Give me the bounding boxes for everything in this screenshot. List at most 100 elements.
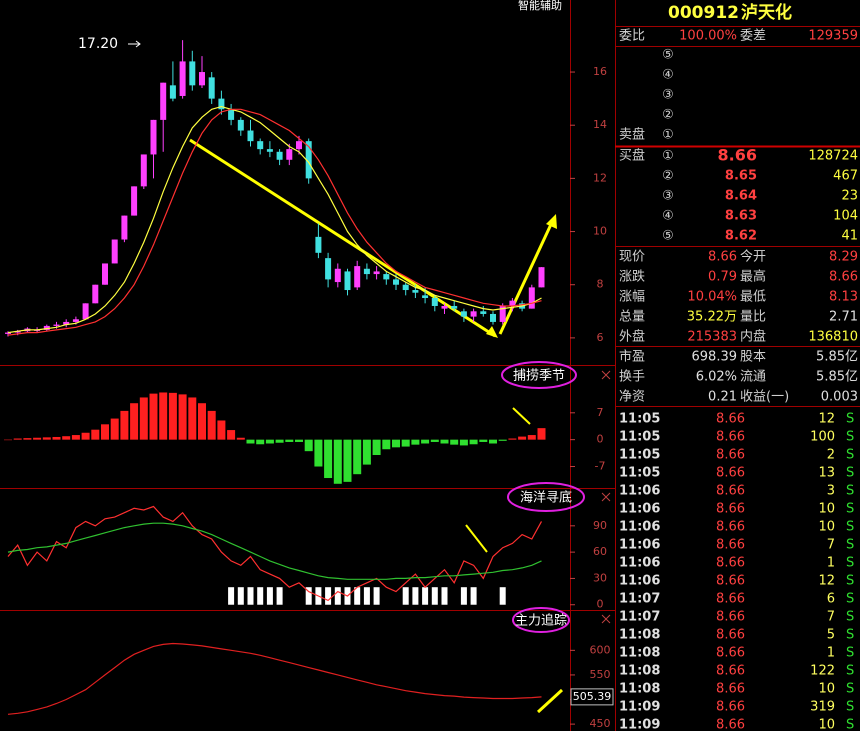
- histogram-bar: [4, 439, 12, 441]
- histogram-bar: [295, 439, 303, 442]
- series-line: [7, 105, 542, 334]
- trade-time: 11:06: [619, 574, 660, 589]
- candle-body: [451, 305, 458, 309]
- trade-side: S: [846, 430, 854, 445]
- trade-side: S: [846, 538, 854, 553]
- candle-body: [334, 268, 341, 283]
- buy-price: 8.64: [725, 189, 757, 204]
- buy-level: ②: [662, 169, 674, 184]
- stat-label: 流通: [740, 370, 766, 385]
- signal-bar: [305, 587, 312, 605]
- y-tick-label: 16: [593, 65, 607, 78]
- panel-label: 主力追踪: [515, 613, 567, 629]
- trade-side: S: [846, 610, 854, 625]
- signal-bar: [402, 587, 409, 605]
- trade-price: 8.66: [716, 682, 745, 697]
- trade-volume: 6: [827, 592, 835, 607]
- candle-body: [63, 321, 70, 325]
- trade-side: S: [846, 628, 854, 643]
- trade-volume: 122: [810, 664, 835, 679]
- trade-price: 8.66: [716, 646, 745, 661]
- trade-side: S: [846, 700, 854, 715]
- series-line: [7, 505, 543, 602]
- trade-side: S: [846, 466, 854, 481]
- candle-body: [150, 119, 157, 155]
- candle-body: [179, 61, 186, 96]
- signal-bar: [247, 587, 254, 605]
- stat-label: 最低: [740, 290, 766, 305]
- stat-label: 量比: [740, 310, 766, 325]
- histogram-bar: [353, 439, 362, 475]
- candle-body: [441, 305, 448, 309]
- buy-level: ④: [662, 209, 674, 224]
- panel-label-ring: [507, 482, 585, 512]
- candle-body: [412, 290, 419, 293]
- y-tick-label: 60: [593, 545, 607, 558]
- trade-volume: 1: [827, 646, 835, 661]
- signal-bar: [228, 587, 235, 605]
- y-tick-label: 90: [593, 519, 607, 532]
- stat-value: 0.003: [821, 390, 858, 405]
- current-value-box: [570, 688, 614, 706]
- trade-time: 11:08: [619, 646, 660, 661]
- peak-label: 17.20: [78, 36, 118, 52]
- histogram-bar: [178, 394, 187, 440]
- histogram-bar: [33, 437, 42, 440]
- rebound-arrow: [498, 219, 555, 335]
- stat-label: 净资: [619, 390, 645, 405]
- trade-volume: 10: [818, 520, 835, 535]
- trade-time: 11:05: [619, 448, 660, 463]
- buy-level: ③: [662, 189, 674, 204]
- histogram-bar: [450, 439, 459, 445]
- histogram-bar: [498, 439, 507, 441]
- close-button[interactable]: [601, 370, 611, 624]
- trade-time: 11:09: [619, 718, 660, 731]
- sell-label: 卖盘: [619, 127, 645, 143]
- histogram-bar: [168, 392, 177, 440]
- signal-bar: [460, 587, 467, 605]
- trade-price: 8.66: [716, 466, 745, 481]
- sell-level: ④: [662, 68, 674, 83]
- y-tick-label: 7: [597, 406, 604, 419]
- signal-arrow: [465, 524, 488, 553]
- histogram-bar: [246, 439, 255, 444]
- histogram-bar: [362, 439, 371, 465]
- buy-volume: 41: [841, 229, 858, 244]
- y-tick-label: 450: [590, 717, 611, 730]
- histogram-bar: [401, 439, 410, 447]
- trade-time: 11:06: [619, 520, 660, 535]
- candle-body: [490, 313, 496, 322]
- signal-bar: [266, 587, 273, 605]
- histogram-bar: [372, 439, 381, 456]
- histogram-bar: [469, 439, 478, 445]
- candle-body: [383, 274, 390, 280]
- histogram-bar: [285, 439, 294, 442]
- trade-time: 11:07: [619, 610, 660, 625]
- trade-volume: 100: [810, 430, 835, 445]
- stock-name: 泸天化: [741, 2, 792, 23]
- histogram-bar: [62, 436, 71, 440]
- signal-bar: [441, 587, 448, 605]
- trade-volume: 12: [818, 574, 835, 589]
- stat-label: 外盘: [619, 329, 645, 345]
- stat-value: 8.29: [829, 250, 858, 265]
- candle-body: [276, 151, 283, 160]
- histogram-bar: [440, 439, 449, 444]
- candle-body: [121, 215, 128, 240]
- series-line: [7, 642, 542, 715]
- histogram-bar: [130, 403, 139, 440]
- stat-value: 8.66: [708, 250, 737, 265]
- trade-side: S: [846, 718, 854, 731]
- candle-body: [169, 85, 176, 99]
- stat-value: 0.79: [708, 270, 737, 285]
- y-tick-label: 10: [593, 225, 607, 238]
- candle-body: [296, 141, 302, 150]
- histogram-bar: [479, 439, 488, 442]
- candle-body: [5, 332, 11, 334]
- stat-value: 5.85亿: [816, 370, 858, 385]
- stat-label: 换手: [619, 370, 645, 385]
- panel-label: 捕捞季节: [513, 368, 565, 384]
- trade-price: 8.66: [716, 700, 745, 715]
- histogram-bar: [275, 439, 284, 443]
- field-label: 委差: [740, 29, 766, 44]
